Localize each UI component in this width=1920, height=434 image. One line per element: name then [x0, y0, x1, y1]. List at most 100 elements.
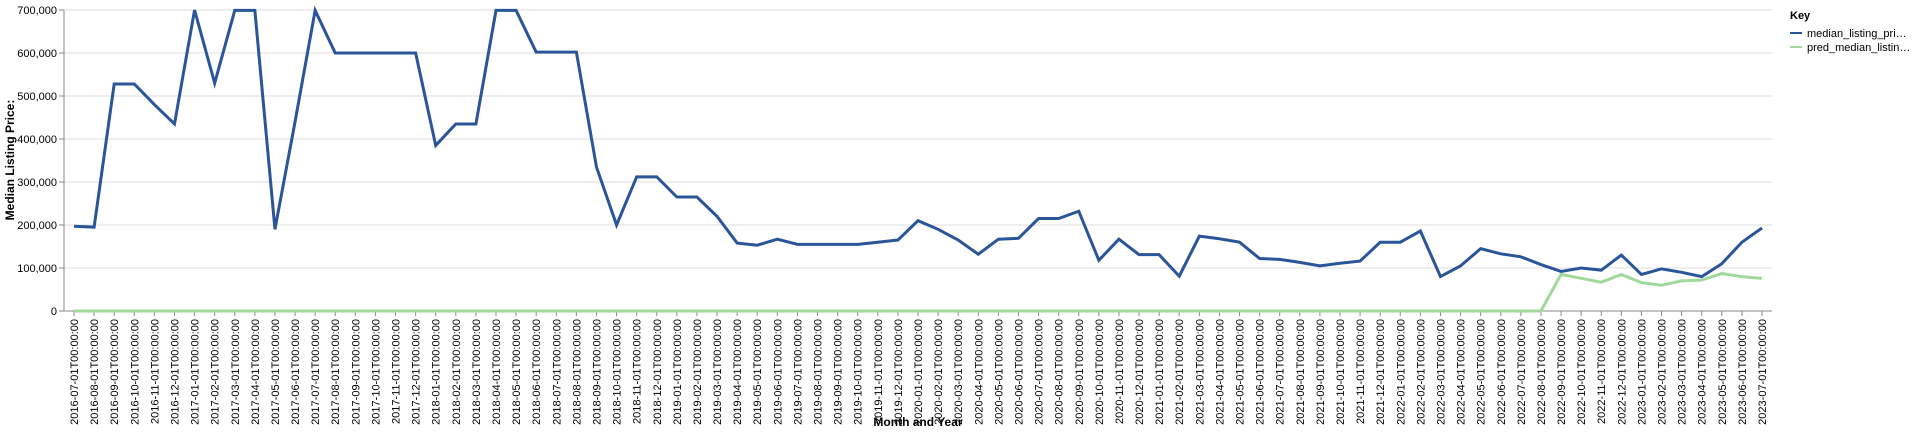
x-tick-label: 2020-10-01T00:00:00 [1094, 319, 1106, 425]
x-tick-label: 2020-02-01T00:00:00 [933, 319, 945, 425]
x-tick-label: 2023-06-01T00:00:00 [1737, 319, 1749, 425]
x-tick-label: 2017-08-01T00:00:00 [330, 319, 342, 425]
x-tick-label: 2022-08-01T00:00:00 [1536, 319, 1548, 425]
x-tick-label: 2020-06-01T00:00:00 [1013, 319, 1025, 425]
x-tick-label: 2018-05-01T00:00:00 [511, 319, 523, 425]
x-tick-label: 2016-12-01T00:00:00 [169, 319, 181, 425]
x-tick-label: 2022-09-01T00:00:00 [1556, 319, 1568, 425]
x-tick-label: 2020-08-01T00:00:00 [1054, 319, 1066, 425]
x-tick-label: 2017-11-01T00:00:00 [391, 319, 403, 424]
x-tick-label: 2022-05-01T00:00:00 [1476, 319, 1488, 425]
x-tick-label: 2019-05-01T00:00:00 [752, 319, 764, 425]
x-tick-label: 2016-10-01T00:00:00 [129, 319, 141, 425]
x-tick-label: 2018-10-01T00:00:00 [612, 319, 624, 425]
x-tick-label: 2019-12-01T00:00:00 [893, 319, 905, 425]
x-tick-label: 2017-06-01T00:00:00 [290, 319, 302, 425]
x-tick-label: 2017-01-01T00:00:00 [190, 319, 202, 425]
x-tick-label: 2023-07-01T00:00:00 [1757, 319, 1769, 425]
x-tick-label: 2019-06-01T00:00:00 [772, 319, 784, 425]
x-tick-label: 2023-01-01T00:00:00 [1636, 319, 1648, 425]
y-axis-title: Median Listing Price: [3, 100, 17, 221]
x-tick-label: 2016-08-01T00:00:00 [89, 319, 101, 425]
x-tick-label: 2019-04-01T00:00:00 [732, 319, 744, 425]
y-tick-label: 500,000 [17, 91, 57, 103]
x-tick-label: 2019-11-01T00:00:00 [873, 319, 885, 424]
x-tick-label: 2021-02-01T00:00:00 [1174, 319, 1186, 425]
y-tick-label: 100,000 [17, 263, 57, 275]
x-tick-label: 2023-03-01T00:00:00 [1677, 319, 1689, 425]
x-tick-label: 2018-04-01T00:00:00 [491, 319, 503, 425]
x-tick-label: 2022-12-01T00:00:00 [1616, 319, 1628, 425]
x-tick-label: 2020-09-01T00:00:00 [1074, 319, 1086, 425]
x-tick-label: 2018-01-01T00:00:00 [431, 319, 443, 425]
x-tick-label: 2018-11-01T00:00:00 [632, 319, 644, 424]
y-tick-label: 200,000 [17, 220, 57, 232]
x-tick-label: 2022-01-01T00:00:00 [1395, 319, 1407, 425]
x-tick-label: 2018-09-01T00:00:00 [591, 319, 603, 425]
x-tick-label: 2020-12-01T00:00:00 [1134, 319, 1146, 425]
x-tick-label: 2020-01-01T00:00:00 [913, 319, 925, 425]
x-tick-label: 2022-02-01T00:00:00 [1415, 319, 1427, 425]
x-tick-label: 2019-03-01T00:00:00 [712, 319, 724, 425]
x-tick-label: 2017-04-01T00:00:00 [250, 319, 262, 425]
x-tick-label: 2020-05-01T00:00:00 [993, 319, 1005, 425]
x-tick-label: 2020-07-01T00:00:00 [1034, 319, 1046, 425]
y-tick-label: 300,000 [17, 177, 57, 189]
x-tick-label: 2021-06-01T00:00:00 [1255, 319, 1267, 425]
x-tick-label: 2020-03-01T00:00:00 [953, 319, 965, 425]
x-tick-label: 2017-05-01T00:00:00 [270, 319, 282, 425]
x-tick-label: 2019-10-01T00:00:00 [853, 319, 865, 425]
x-tick-label: 2020-11-01T00:00:00 [1114, 319, 1126, 424]
series-line [74, 272, 1763, 313]
x-tick-label: 2018-03-01T00:00:00 [471, 319, 483, 425]
y-tick-label: 700,000 [17, 5, 57, 17]
y-tick-label: 400,000 [17, 134, 57, 146]
x-tick-label: 2017-12-01T00:00:00 [411, 319, 423, 425]
x-tick-label: 2019-01-01T00:00:00 [672, 319, 684, 425]
x-tick-label: 2017-07-01T00:00:00 [310, 319, 322, 425]
x-tick-label: 2022-07-01T00:00:00 [1516, 319, 1528, 425]
x-tick-label: 2021-10-01T00:00:00 [1335, 319, 1347, 425]
series-line [73, 5, 1763, 279]
x-tick-label: 2018-12-01T00:00:00 [652, 319, 664, 425]
x-tick-label: 2017-09-01T00:00:00 [350, 319, 362, 425]
x-tick-label: 2016-07-01T00:00:00 [69, 319, 81, 425]
x-tick-label: 2022-06-01T00:00:00 [1496, 319, 1508, 425]
x-tick-label: 2021-11-01T00:00:00 [1355, 319, 1367, 424]
x-tick-label: 2018-02-01T00:00:00 [451, 319, 463, 425]
x-tick-label: 2016-09-01T00:00:00 [109, 319, 121, 425]
x-tick-label: 2016-11-01T00:00:00 [149, 319, 161, 424]
x-tick-label: 2021-08-01T00:00:00 [1295, 319, 1307, 425]
x-tick-label: 2021-12-01T00:00:00 [1375, 319, 1387, 425]
x-tick-label: 2023-04-01T00:00:00 [1697, 319, 1709, 425]
x-tick-label: 2019-07-01T00:00:00 [792, 319, 804, 425]
x-tick-label: 2021-07-01T00:00:00 [1275, 319, 1287, 425]
x-tick-label: 2023-05-01T00:00:00 [1717, 319, 1729, 425]
x-tick-label: 2023-02-01T00:00:00 [1657, 319, 1669, 425]
x-tick-label: 2022-04-01T00:00:00 [1456, 319, 1468, 425]
x-tick-label: 2019-08-01T00:00:00 [813, 319, 825, 425]
x-tick-label: 2021-05-01T00:00:00 [1235, 319, 1247, 425]
legend-label: pred_median_listin… [1807, 42, 1910, 54]
x-tick-label: 2019-09-01T00:00:00 [833, 319, 845, 425]
x-tick-label: 2022-03-01T00:00:00 [1435, 319, 1447, 425]
y-tick-label: 0 [51, 306, 57, 318]
legend-title: Key [1790, 10, 1811, 22]
x-tick-label: 2018-08-01T00:00:00 [571, 319, 583, 425]
y-tick-label: 600,000 [17, 48, 57, 60]
x-tick-label: 2022-11-01T00:00:00 [1596, 319, 1608, 424]
x-tick-label: 2017-03-01T00:00:00 [230, 319, 242, 425]
x-tick-label: 2020-04-01T00:00:00 [973, 319, 985, 425]
x-tick-label: 2021-03-01T00:00:00 [1194, 319, 1206, 425]
x-tick-label: 2019-02-01T00:00:00 [692, 319, 704, 425]
x-tick-label: 2017-10-01T00:00:00 [370, 319, 382, 425]
x-axis-title: Month and Year [873, 415, 962, 429]
x-tick-label: 2018-06-01T00:00:00 [531, 319, 543, 425]
legend-label: median_listing_pri… [1807, 28, 1907, 40]
x-tick-label: 2021-01-01T00:00:00 [1154, 319, 1166, 425]
x-tick-label: 2017-02-01T00:00:00 [210, 319, 222, 425]
x-tick-label: 2021-04-01T00:00:00 [1214, 319, 1226, 425]
x-tick-label: 2022-10-01T00:00:00 [1576, 319, 1588, 425]
x-tick-label: 2021-09-01T00:00:00 [1315, 319, 1327, 425]
